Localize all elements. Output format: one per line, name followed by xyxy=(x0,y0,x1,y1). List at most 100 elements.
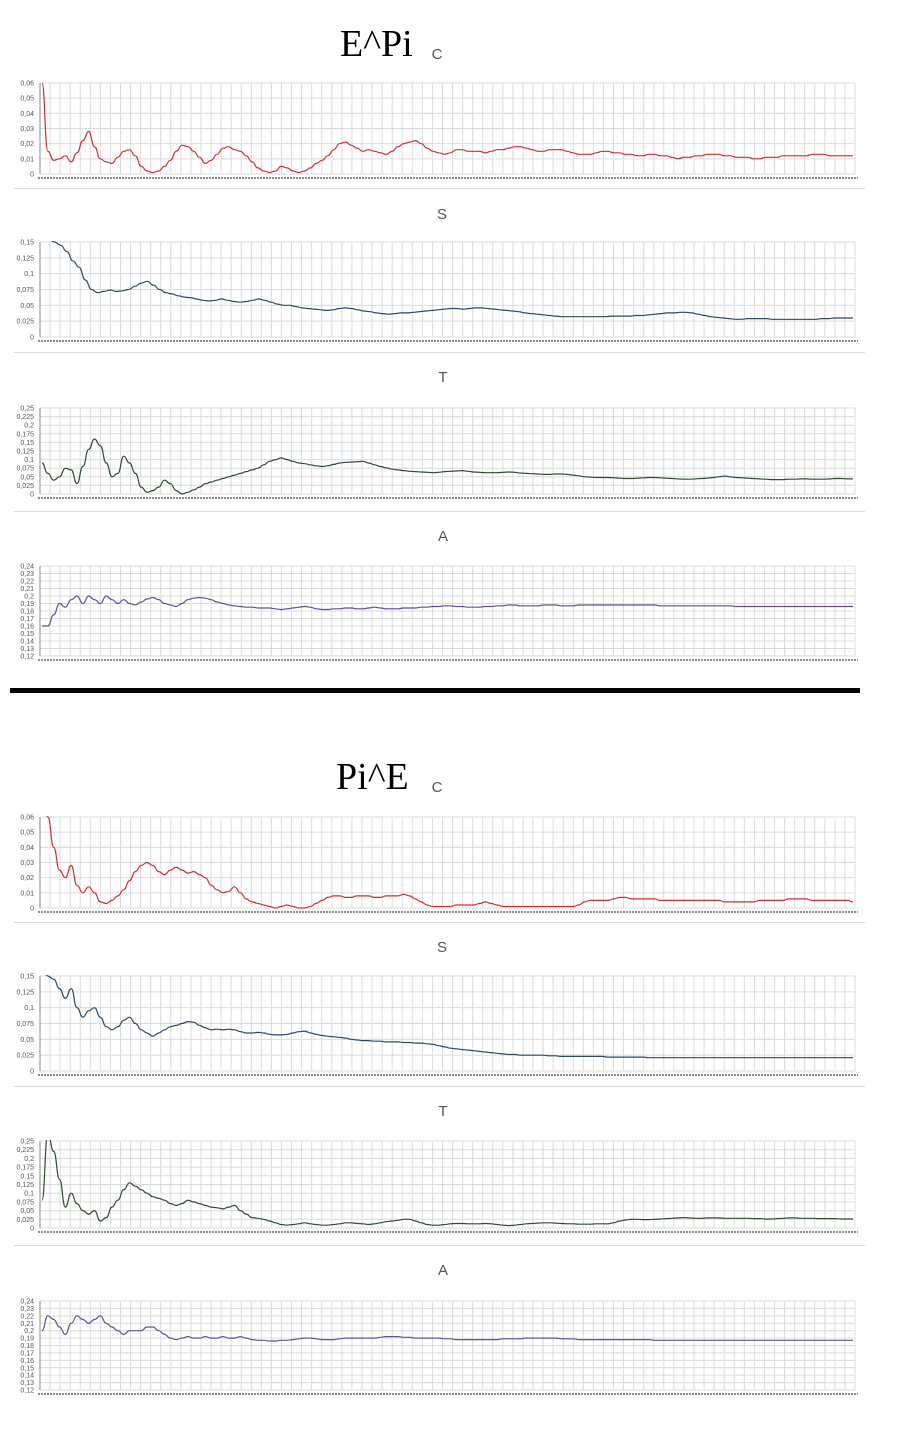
section-divider xyxy=(10,688,860,693)
grid xyxy=(39,1140,856,1229)
line-chart-PiE-A: 0,120,130,140,150,160,170,180,190,20,210… xyxy=(20,1299,858,1395)
line-chart-EPi-A: 0,120,130,140,150,160,170,180,190,20,210… xyxy=(20,564,858,661)
y-tick-label: 0,25 xyxy=(20,406,34,413)
y-tick-label: 0,17 xyxy=(20,616,34,623)
y-tick-label: 0,025 xyxy=(16,483,34,490)
y-tick-label: 0,21 xyxy=(20,1321,34,1328)
series-line xyxy=(42,595,853,627)
series-line xyxy=(51,241,853,320)
y-tick-label: 0,06 xyxy=(20,81,34,88)
line-chart-EPi-S: 0 0,025 0,05 0,075 0,1 0,125 0,15 xyxy=(16,240,858,342)
chart-title: C xyxy=(431,46,443,63)
y-tick-label: 0,17 xyxy=(20,1350,34,1357)
y-tick-label: 0,01 xyxy=(20,156,34,163)
y-tick-label: 0,1 xyxy=(24,1191,34,1198)
panel-separator xyxy=(14,352,865,353)
y-tick-label: 0,24 xyxy=(20,564,34,571)
series-line xyxy=(41,438,853,495)
series-line xyxy=(41,1315,853,1342)
y-tick-label: 0 xyxy=(30,1226,34,1233)
y-tick-label: 0 xyxy=(30,492,34,499)
y-tick-label: 0 xyxy=(30,335,34,342)
y-tick-label: 0,22 xyxy=(20,1313,34,1320)
grid xyxy=(39,816,856,909)
y-tick-label: 0,2 xyxy=(24,594,34,601)
series-line xyxy=(46,816,854,909)
y-tick-label: 0,14 xyxy=(20,1373,34,1380)
grid xyxy=(39,565,856,657)
y-tick-label: 0,19 xyxy=(20,601,34,608)
chart-title: A xyxy=(437,1262,448,1279)
grid xyxy=(39,241,856,338)
series-line xyxy=(41,1140,853,1227)
line-chart-PiE-C: 0 0,01 0,02 0,03 0,04 0,05 0,06 xyxy=(20,815,858,913)
y-tick-label: 0,23 xyxy=(20,1306,34,1313)
y-tick-label: 0,21 xyxy=(20,586,34,593)
y-tick-label: 0,175 xyxy=(16,431,34,438)
y-tick-label: 0,23 xyxy=(20,571,34,578)
y-tick-label: 0,15 xyxy=(20,440,34,447)
chart-title: S xyxy=(436,206,447,223)
series-line xyxy=(41,82,853,174)
y-tick-label: 0,2 xyxy=(24,423,34,430)
grid xyxy=(39,82,856,175)
y-tick-label: 0,075 xyxy=(16,466,34,473)
line-chart-PiE-S: 0 0,025 0,05 0,075 0,1 0,125 0,15 xyxy=(16,974,858,1076)
y-tick-label: 0,225 xyxy=(16,1147,34,1154)
y-tick-label: 0,125 xyxy=(16,449,34,456)
line-chart-EPi-C: 0 0,01 0,02 0,03 0,04 0,05 0,06 xyxy=(20,81,858,179)
y-tick-label: 0,15 xyxy=(20,974,34,981)
panel-separator xyxy=(14,1086,865,1087)
y-tick-label: 0,075 xyxy=(16,287,34,294)
y-tick-label: 0,05 xyxy=(20,1037,34,1044)
y-tick-label: 0,01 xyxy=(20,890,34,897)
y-tick-label: 0,025 xyxy=(16,319,34,326)
panel-separator xyxy=(14,922,865,923)
y-tick-label: 0,15 xyxy=(20,631,34,638)
y-tick-label: 0,225 xyxy=(16,414,34,421)
y-tick-label: 0,03 xyxy=(20,860,34,867)
y-tick-label: 0,1 xyxy=(24,1005,34,1012)
y-tick-label: 0,13 xyxy=(20,646,34,653)
panel-separator xyxy=(14,188,865,189)
y-tick-label: 0,025 xyxy=(16,1053,34,1060)
y-tick-label: 0,125 xyxy=(16,989,34,996)
y-tick-label: 0,15 xyxy=(20,1365,34,1372)
y-tick-label: 0,15 xyxy=(20,240,34,247)
chart-title: A xyxy=(437,528,448,545)
grid xyxy=(39,407,856,495)
y-tick-label: 0 xyxy=(30,172,34,179)
y-tick-label: 0,05 xyxy=(20,1208,34,1215)
y-tick-label: 0,05 xyxy=(20,96,34,103)
y-tick-label: 0,175 xyxy=(16,1165,34,1172)
chart-title: T xyxy=(438,1103,448,1120)
y-tick-label: 0,1 xyxy=(24,271,34,278)
chart-title: T xyxy=(438,369,448,386)
y-tick-label: 0,02 xyxy=(20,875,34,882)
y-tick-label: 0,075 xyxy=(16,1021,34,1028)
y-tick-label: 0,16 xyxy=(20,1358,34,1365)
panel-separator xyxy=(14,511,865,512)
y-tick-label: 0,12 xyxy=(20,654,34,661)
y-tick-label: 0,02 xyxy=(20,141,34,148)
y-tick-label: 0,2 xyxy=(24,1328,34,1335)
y-tick-label: 0 xyxy=(30,906,34,913)
grid xyxy=(39,1300,856,1391)
series-line xyxy=(45,975,853,1059)
panel-separator xyxy=(14,1245,865,1246)
y-tick-label: 0,15 xyxy=(20,1173,34,1180)
y-tick-label: 0,19 xyxy=(20,1336,34,1343)
y-tick-label: 0 xyxy=(30,1069,34,1076)
y-tick-label: 0,05 xyxy=(20,303,34,310)
y-tick-label: 0,075 xyxy=(16,1199,34,1206)
y-tick-label: 0,22 xyxy=(20,579,34,586)
chart-title: C xyxy=(431,779,443,796)
y-tick-label: 0,14 xyxy=(20,639,34,646)
y-tick-label: 0,1 xyxy=(24,457,34,464)
section-title-pie: Pi^E xyxy=(336,756,409,798)
y-tick-label: 0,24 xyxy=(20,1299,34,1306)
y-tick-label: 0,18 xyxy=(20,609,34,616)
y-tick-label: 0,12 xyxy=(20,1388,34,1395)
y-tick-label: 0,125 xyxy=(16,1182,34,1189)
